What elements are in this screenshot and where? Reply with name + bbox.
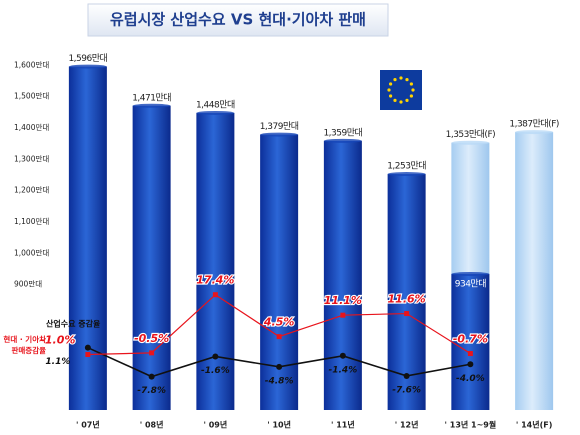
bar: [68, 66, 107, 410]
y-tick-label: 1,400만대: [14, 123, 49, 132]
y-tick-label: 1,100만대: [14, 217, 49, 226]
bar: [451, 274, 490, 410]
flag-star: [405, 98, 409, 102]
value-label: 17.4%: [196, 274, 234, 287]
bar-cap: [68, 64, 107, 69]
value-label: -1.4%: [329, 365, 358, 375]
point: [404, 311, 410, 317]
x-tick-label: ' 11년: [331, 420, 355, 430]
bar-cap: [515, 130, 554, 135]
y-tick-label: 1,500만대: [14, 92, 49, 101]
flag-star: [399, 100, 403, 104]
value-label: 1,448만대: [196, 99, 235, 110]
point: [212, 353, 219, 360]
flag-star: [409, 82, 413, 86]
bar: [132, 105, 171, 411]
value-label: -0.7%: [453, 333, 488, 346]
bar: [515, 132, 554, 410]
point: [276, 363, 283, 370]
x-tick-label: ' 13년 1~9월: [445, 420, 497, 430]
value-label: -7.8%: [137, 386, 166, 396]
bar-cap: [132, 103, 171, 108]
y-tick-label: 1,000만대: [14, 248, 49, 257]
value-label: 1,387만대(F): [509, 119, 559, 130]
chart-title: 유럽시장 산업수요 VS 현대·기아차 판매: [110, 11, 366, 29]
bar-cap: [260, 132, 299, 137]
value-label: 1,353만대(F): [446, 129, 496, 140]
point: [148, 373, 155, 380]
point: [467, 361, 474, 368]
legend-box: 현대 · 기아차 판매증감율: [3, 335, 46, 355]
point: [149, 350, 155, 356]
value-label: 1,596만대: [68, 53, 107, 64]
x-tick-label: ' 08년: [140, 420, 164, 430]
flag-star: [393, 78, 397, 82]
point: [339, 352, 346, 359]
point: [212, 292, 218, 298]
bar-cap: [196, 110, 235, 115]
flag-star: [387, 88, 391, 92]
value-label: -1.0%: [40, 334, 75, 347]
x-tick-label: ' 10년: [267, 420, 291, 430]
value-label: 4.5%: [263, 316, 295, 329]
point: [340, 312, 346, 318]
value-label: 11.1%: [324, 294, 362, 307]
value-label: 1,379만대: [260, 121, 299, 132]
y-tick-label: 1,300만대: [14, 154, 49, 163]
point: [84, 344, 91, 351]
value-label: -7.6%: [392, 385, 421, 395]
y-tick-label: 1,600만대: [14, 60, 49, 69]
bar: [323, 140, 362, 410]
bar-cap: [323, 138, 362, 143]
value-label: 1.1%: [45, 357, 70, 367]
point: [85, 352, 91, 357]
value-label: 1,359만대: [323, 127, 362, 138]
value-label: 934만대: [455, 279, 486, 290]
x-tick-label: ' 14년(F): [516, 420, 553, 430]
flag-star: [393, 98, 397, 102]
flag-star: [399, 76, 403, 80]
bar-cap: [387, 172, 426, 177]
flag-star: [389, 94, 393, 98]
bar-cap: [451, 140, 490, 145]
flag-star: [389, 82, 393, 86]
bar: [387, 174, 426, 410]
x-tick-label: ' 12년: [395, 420, 419, 430]
value-label: -4.8%: [265, 376, 294, 386]
value-label: -1.6%: [201, 366, 230, 376]
value-label: -0.5%: [134, 332, 169, 345]
bar-cap: [451, 272, 490, 277]
point: [467, 351, 473, 357]
flag-star: [405, 78, 409, 82]
value-label: 1,253만대: [387, 161, 426, 172]
flag-star: [409, 94, 413, 98]
title-box: [87, 3, 389, 37]
y-tick-label: 1,200만대: [14, 186, 49, 195]
y-tick-label: 900만대: [14, 280, 42, 289]
legend-label: 현대 · 기아차 판매증감율: [3, 335, 46, 355]
legend-label: 산업수요 증감율: [46, 319, 101, 329]
value-label: 1,471만대: [132, 92, 171, 103]
flag-star: [411, 88, 415, 92]
value-label: 11.6%: [388, 293, 426, 306]
x-tick-label: ' 07년: [76, 420, 100, 430]
point: [403, 372, 410, 379]
point: [276, 334, 282, 340]
value-label: -4.0%: [456, 374, 485, 384]
x-tick-label: ' 09년: [204, 420, 228, 430]
eu-flag: [380, 70, 422, 110]
